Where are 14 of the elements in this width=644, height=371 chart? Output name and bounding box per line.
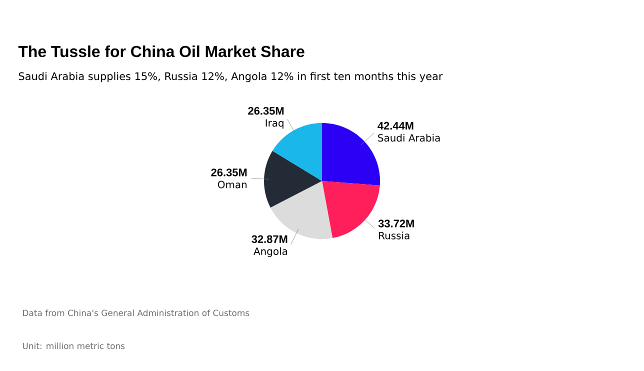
data-label: 33.72M: [378, 220, 414, 228]
text: Unit: million metric tons: [22, 342, 125, 350]
chart-title: The Tussle for China Oil Market Share: [18, 45, 304, 58]
data-label: 32.87M: [252, 235, 288, 244]
data-label: 26.35M: [211, 168, 247, 176]
text: Data from China's General Administration of Customs: [23, 310, 250, 316]
slice-label: Saudi Arabia: [378, 134, 440, 142]
data-label: 42.44M: [378, 122, 414, 130]
data-label: 26.35M: [248, 106, 284, 115]
slice-label: Iraq: [266, 119, 284, 129]
chart-subtitle: Saudi Arabia supplies 15%, Russia 12%, Angola 12% in first ten months this year: [18, 72, 443, 82]
slice-label: Russia: [379, 232, 410, 240]
slice-label: Angola: [254, 247, 288, 257]
slice-label: Oman: [218, 180, 247, 188]
